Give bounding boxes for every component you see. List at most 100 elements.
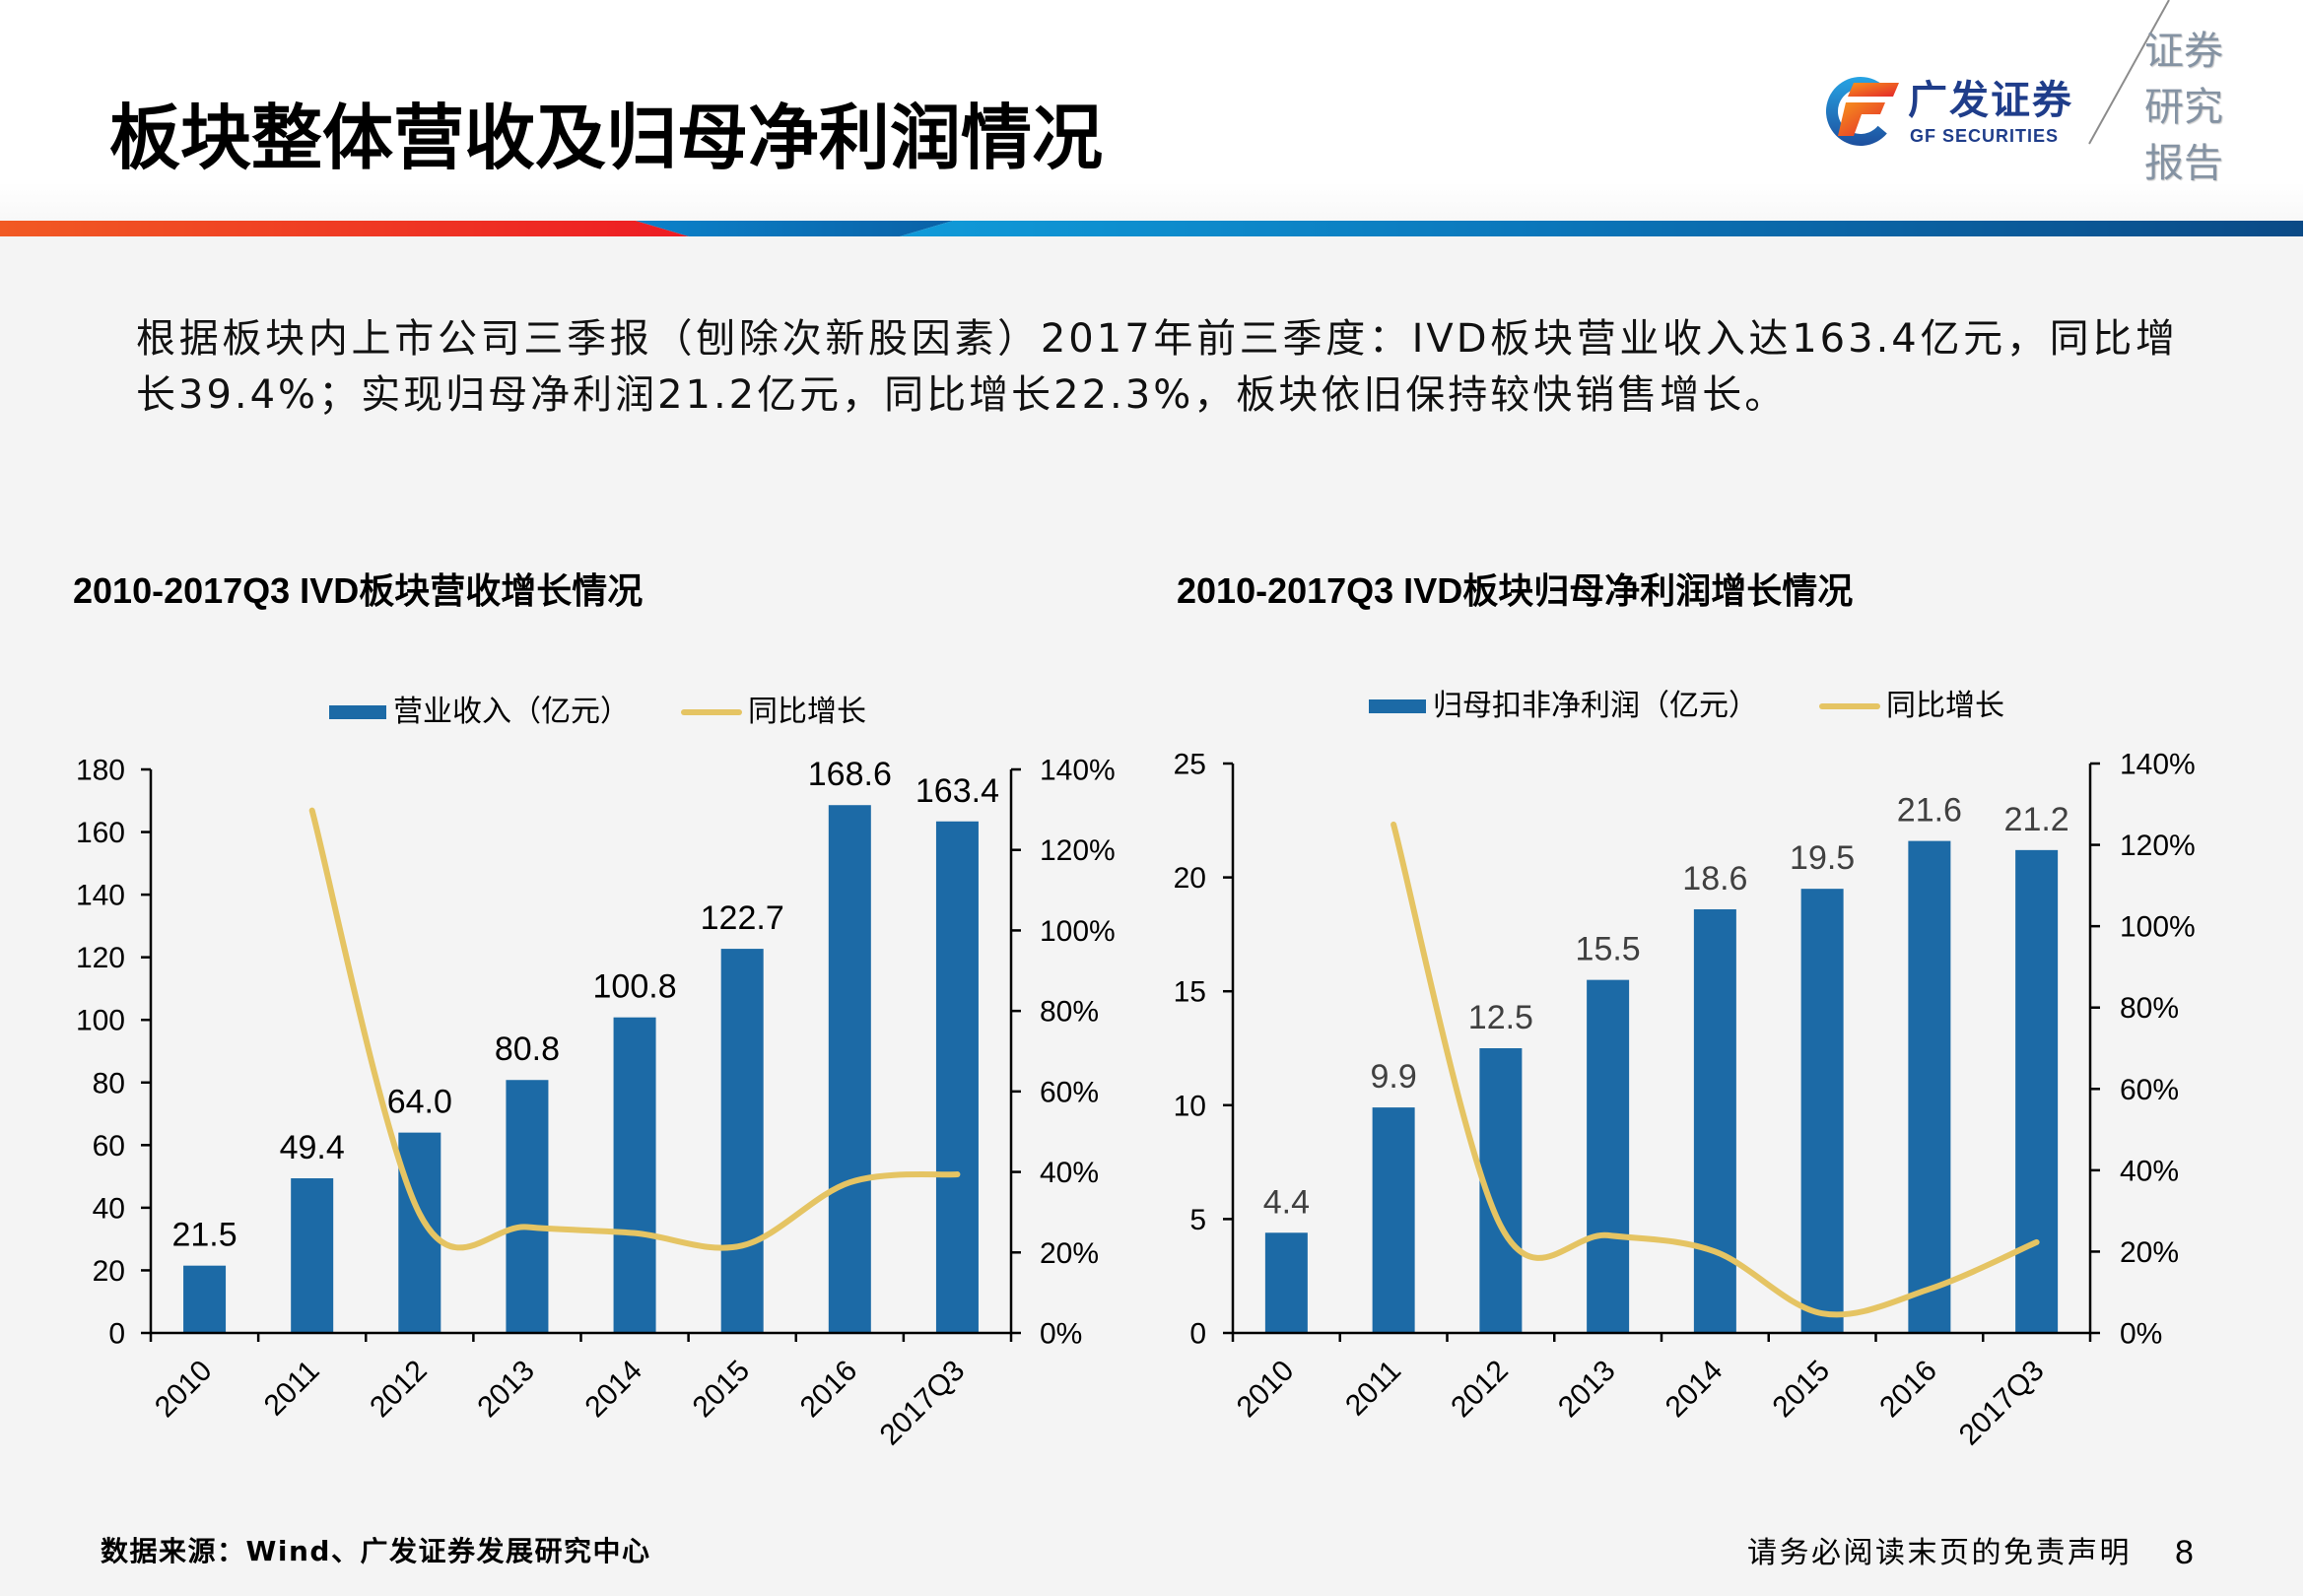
- bar-2010: [1264, 1232, 1308, 1333]
- revenue-chart: 0 20 40 60 80 100 120 140 160 180 0% 20% 40% 60% 80% 10…: [76, 755, 1116, 1452]
- bar-2017Q3: [935, 821, 979, 1333]
- x-tick-label: 2014: [578, 1355, 648, 1425]
- y-left-tick-label: 160: [76, 817, 125, 849]
- bar-data-label: 49.4: [280, 1129, 345, 1166]
- y-left-tick-label: 25: [1174, 749, 1206, 781]
- bar-data-label: 80.8: [495, 1031, 560, 1068]
- legend-item-growth: 同比增长: [681, 698, 866, 727]
- y-right-tick-label: 0%: [2120, 1318, 2162, 1351]
- summary-paragraph: 根据板块内上市公司三季报（刨除次新股因素）2017年前三季度：IVD板块营业收入…: [136, 316, 2178, 418]
- y-left-tick-label: 60: [93, 1130, 125, 1163]
- y-left-tick-label: 120: [76, 942, 125, 974]
- legend-label: 营业收入（亿元）: [393, 695, 630, 729]
- y-right-tick-label: 100%: [1040, 915, 1116, 948]
- bar-2011: [1372, 1107, 1415, 1333]
- chart-title-net-profit: 2010-2017Q3 IVD板块归母净利润增长情况: [1177, 570, 1854, 611]
- y-right-tick-label: 60%: [1040, 1076, 1099, 1108]
- y-right-tick-label: 140%: [1040, 755, 1116, 787]
- legend-swatch-line: [681, 709, 742, 715]
- x-tick-label: 2015: [1767, 1355, 1837, 1425]
- y-left-tick-label: 40: [93, 1192, 125, 1225]
- x-tick-label: 2010: [1231, 1355, 1301, 1425]
- x-tick-label: 2011: [1339, 1355, 1407, 1423]
- y-left-tick-label: 10: [1174, 1090, 1206, 1122]
- y-right-tick-label: 100%: [2120, 911, 2196, 944]
- stripe-blue-segment: [636, 221, 953, 236]
- bar-2011: [291, 1178, 334, 1333]
- bar-2013: [1587, 979, 1630, 1333]
- bar-data-label: 4.4: [1263, 1183, 1310, 1221]
- gf-logo-icon: [1825, 77, 1899, 147]
- bar-data-label: 168.6: [808, 756, 892, 793]
- x-tick-label: 2014: [1660, 1355, 1730, 1425]
- logo-name-cn: 广发证券: [1908, 78, 2073, 123]
- bar-2014: [613, 1017, 656, 1333]
- logo-red-stem: [1838, 102, 1885, 136]
- logo-red-top-bar: [1848, 83, 1899, 97]
- report-tag-line: 研究: [2144, 85, 2223, 130]
- bar-data-label: 15.5: [1576, 931, 1641, 968]
- x-tick-label: 2016: [794, 1355, 864, 1425]
- y-right-tick-label: 40%: [1040, 1157, 1099, 1189]
- x-tick-label: 2017Q3: [1953, 1355, 2051, 1452]
- y-right-tick-label: 80%: [1040, 996, 1099, 1029]
- x-tick-label: 2015: [687, 1355, 757, 1425]
- growth-line: [1390, 821, 2040, 1318]
- bar-2016: [1908, 840, 1951, 1333]
- bar-data-label: 19.5: [1790, 839, 1855, 877]
- legend-swatch-bar: [1369, 699, 1426, 713]
- y-left-tick-label: 0: [1189, 1318, 1206, 1351]
- legend-swatch-line: [1819, 703, 1880, 709]
- growth-line: [308, 807, 961, 1251]
- legend-label: 归母扣非净利润（亿元）: [1433, 689, 1758, 723]
- bar-data-label: 21.2: [2004, 801, 2069, 838]
- bar-data-label: 100.8: [593, 968, 677, 1006]
- page-number: 8: [2175, 1534, 2194, 1571]
- y-right-tick-label: 20%: [2120, 1236, 2179, 1269]
- report-tag: 证券 研究 报告: [2144, 24, 2223, 192]
- y-right-tick-label: 140%: [2120, 749, 2196, 781]
- bar-data-label: 122.7: [701, 899, 784, 937]
- bar-2014: [1693, 908, 1736, 1333]
- header-stripe: [0, 221, 2303, 236]
- bar-data-label: 64.0: [387, 1084, 452, 1121]
- x-tick-label: 2013: [471, 1355, 541, 1425]
- legend-item-growth: 同比增长: [1819, 692, 2004, 721]
- y-left-tick-label: 100: [76, 1005, 125, 1037]
- y-left-tick-label: 180: [76, 755, 125, 787]
- y-left-tick-label: 15: [1174, 976, 1206, 1009]
- x-tick-label: 2011: [258, 1355, 326, 1423]
- bar-data-label: 9.9: [1370, 1058, 1416, 1096]
- legend-item-revenue: 营业收入（亿元）: [329, 698, 630, 727]
- bar-data-label: 12.5: [1468, 999, 1533, 1036]
- y-right-tick-label: 120%: [1040, 834, 1116, 867]
- y-left-tick-label: 0: [108, 1318, 125, 1351]
- legend-label: 同比增长: [1886, 689, 2004, 723]
- x-tick-label: 2010: [149, 1355, 219, 1425]
- y-right-tick-label: 40%: [2120, 1155, 2179, 1187]
- bar-2016: [828, 805, 871, 1333]
- y-right-tick-label: 60%: [2120, 1074, 2179, 1106]
- report-tag-line: 证券: [2144, 29, 2223, 74]
- stripe-cyan-segment: [900, 221, 2303, 236]
- stripe-red-segment: [0, 221, 689, 236]
- y-left-tick-label: 20: [93, 1255, 125, 1288]
- chart-title-revenue: 2010-2017Q3 IVD板块营收增长情况: [73, 570, 644, 611]
- legend-swatch-bar: [329, 705, 386, 719]
- bar-data-label: 21.6: [1897, 792, 1962, 830]
- y-left-tick-label: 140: [76, 880, 125, 912]
- page-edge: [2303, 0, 2306, 1596]
- data-source-note: 数据来源：Wind、广发证券发展研究中心: [101, 1535, 651, 1567]
- bar-data-label: 18.6: [1682, 860, 1747, 898]
- bar-2013: [506, 1080, 549, 1333]
- legend-label: 同比增长: [748, 695, 866, 729]
- x-tick-label: 2012: [1445, 1355, 1515, 1425]
- x-tick-label: 2012: [364, 1355, 434, 1425]
- header-background: [0, 0, 2306, 221]
- bar-2010: [183, 1265, 227, 1333]
- y-right-tick-label: 120%: [2120, 830, 2196, 862]
- x-tick-label: 2016: [1873, 1355, 1943, 1425]
- bar-data-label: 21.5: [171, 1217, 237, 1254]
- bar-2015: [1800, 889, 1844, 1333]
- x-tick-label: 2013: [1552, 1355, 1622, 1425]
